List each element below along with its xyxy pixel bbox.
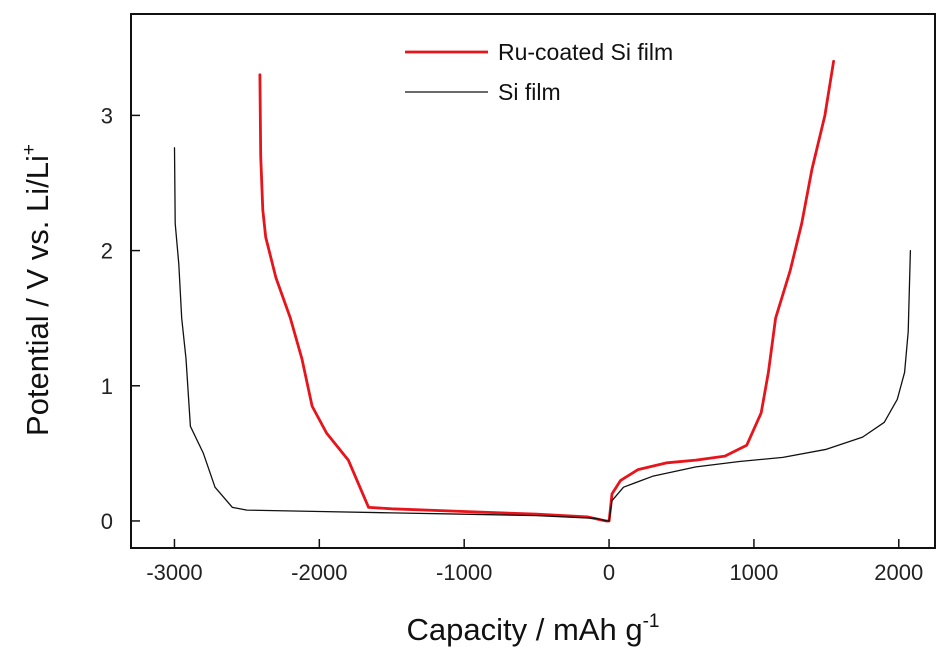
plot-frame <box>130 13 936 549</box>
y-axis-title: Potential / V vs. Li/Li+ <box>19 144 55 436</box>
legend-label-1: Ru-coated Si film <box>498 39 673 65</box>
series-layer <box>173 59 912 523</box>
series-line-1 <box>258 59 835 523</box>
y-tick-label: 1 <box>101 374 113 399</box>
legend: Ru-coated Si film Si film <box>405 39 673 105</box>
y-axis-ticks: 0 1 2 3 <box>101 103 140 534</box>
y-tick-label: 2 <box>101 239 113 264</box>
y-tick-label: 0 <box>101 509 113 534</box>
x-axis-ticks: -3000 -2000 -1000 0 1000 2000 <box>146 539 923 585</box>
x-tick-label: -1000 <box>436 560 492 585</box>
x-tick-label: -2000 <box>291 560 347 585</box>
series-line-2 <box>173 147 912 522</box>
x-tick-label: 1000 <box>729 560 778 585</box>
x-tick-label: 0 <box>603 560 615 585</box>
y-tick-label: 3 <box>101 103 113 128</box>
x-axis-title: Capacity / mAh g-1 <box>407 611 660 647</box>
legend-label-2: Si film <box>498 79 561 105</box>
x-tick-label: 2000 <box>874 560 923 585</box>
x-tick-label: -3000 <box>146 560 202 585</box>
